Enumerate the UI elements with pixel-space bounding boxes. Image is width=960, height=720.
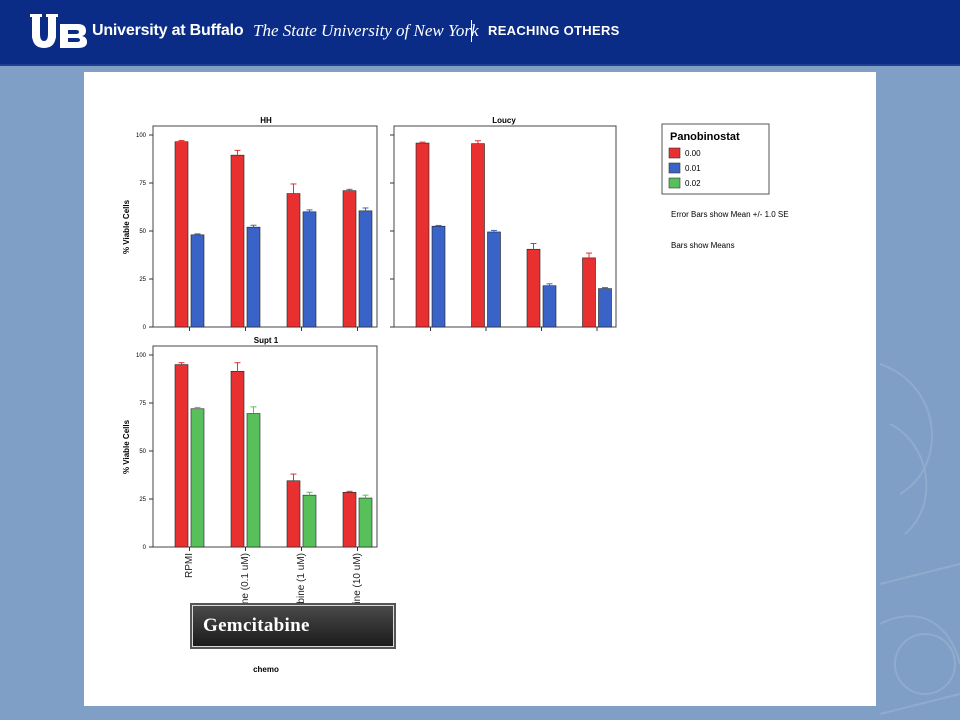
chart-hh: HH % Viable Cells 0 25 50 75 100 bbox=[122, 116, 378, 331]
category-label-gemcitabine-0-1-um: gemcitabine (0.1 uM) bbox=[240, 553, 251, 647]
ub-logo-icon bbox=[30, 14, 87, 48]
legend-label-0-01: 0.01 bbox=[685, 164, 701, 173]
chart-supt1-bars bbox=[174, 362, 373, 551]
bar-0-01 bbox=[190, 234, 205, 328]
category-label-rpmi: RPMI bbox=[184, 553, 195, 578]
gemcitabine-callout: Gemcitabine bbox=[192, 605, 394, 647]
bar-0-00 bbox=[230, 371, 245, 548]
ytick-label: 50 bbox=[139, 229, 146, 235]
legend-swatch-0-01 bbox=[668, 162, 681, 174]
chart-supt1-categories: RPMI gemcitabine (0.1 uM) gemcitabine (1 u… bbox=[184, 553, 363, 647]
university-subtitle: The State University of New York bbox=[253, 21, 479, 40]
background-seal-art bbox=[879, 363, 960, 715]
chart-hh-frame bbox=[152, 125, 378, 328]
ytick-label: 75 bbox=[139, 401, 146, 407]
bar-0-00 bbox=[174, 141, 189, 328]
legend-title: Panobinostat bbox=[670, 131, 740, 143]
bar-0-02 bbox=[302, 494, 317, 548]
ytick-label: 25 bbox=[139, 497, 146, 503]
bar-0-02 bbox=[246, 413, 261, 548]
chart-supt1: Supt 1 % Viable Cells 0 25 50 75 100 RPMI gem… bbox=[122, 336, 378, 674]
bar-0-00 bbox=[415, 142, 430, 328]
bar-0-01 bbox=[302, 211, 317, 328]
bar-0-00 bbox=[342, 491, 357, 548]
ytick-label: 25 bbox=[139, 277, 146, 283]
chart-loucy-bars bbox=[415, 140, 612, 331]
bar-0-00 bbox=[174, 364, 189, 548]
gemcitabine-label: Gemcitabine bbox=[203, 615, 310, 636]
bar-0-00 bbox=[342, 190, 357, 328]
ytick-label: 0 bbox=[143, 545, 147, 551]
chart-supt1-yaxis: 0 25 50 75 100 bbox=[136, 353, 153, 551]
bar-0-00 bbox=[471, 143, 485, 328]
chart-hh-bars bbox=[174, 140, 373, 331]
bar-0-00 bbox=[230, 154, 245, 328]
chart-supt1-frame bbox=[152, 345, 378, 548]
ytick-label: 0 bbox=[143, 325, 147, 331]
chart-loucy-title: Loucy bbox=[492, 116, 516, 125]
bar-0-01 bbox=[487, 231, 501, 328]
university-name: University at Buffalo bbox=[92, 22, 244, 39]
chart-hh-ylabel: % Viable Cells bbox=[122, 199, 131, 254]
ytick-label: 50 bbox=[139, 449, 146, 455]
chart-supt1-xlabel: chemo bbox=[253, 665, 279, 674]
legend-swatch-0-00 bbox=[668, 147, 681, 159]
bar-0-02 bbox=[190, 408, 205, 548]
legend-swatch-0-02 bbox=[668, 177, 681, 189]
banner-divider bbox=[471, 20, 472, 42]
chart-loucy-yaxis bbox=[390, 134, 394, 328]
bar-0-01 bbox=[598, 288, 612, 328]
bar-0-01 bbox=[542, 285, 557, 328]
chart-supt1-ylabel: % Viable Cells bbox=[122, 419, 131, 474]
legend-label-0-00: 0.00 bbox=[685, 149, 701, 158]
bar-0-01 bbox=[246, 226, 261, 328]
ytick-label: 100 bbox=[136, 353, 147, 359]
ytick-label: 75 bbox=[139, 181, 146, 187]
bar-0-01 bbox=[431, 225, 446, 328]
bar-0-00 bbox=[286, 193, 301, 328]
chart-hh-yaxis: 0 25 50 75 100 bbox=[136, 133, 153, 331]
ytick-label: 100 bbox=[136, 133, 147, 139]
bar-0-01 bbox=[358, 210, 373, 328]
chart-hh-title: HH bbox=[260, 116, 272, 125]
tagline: REACHING OTHERS bbox=[488, 23, 620, 38]
university-banner: University at Buffalo The State Universi… bbox=[0, 0, 960, 66]
bar-0-00 bbox=[286, 480, 301, 548]
bar-0-02 bbox=[358, 497, 373, 548]
category-label-gemcitabine-10-um: gemcitabine (10 uM) bbox=[352, 553, 363, 644]
bar-0-00 bbox=[526, 248, 541, 328]
viability-charts: HH % Viable Cells 0 25 50 75 100 Loucy Supt … bbox=[122, 116, 789, 674]
chart-loucy-frame bbox=[393, 125, 617, 328]
bar-0-00 bbox=[582, 257, 596, 328]
chart-supt1-title: Supt 1 bbox=[254, 336, 279, 345]
legend-label-0-02: 0.02 bbox=[685, 179, 701, 188]
slide-content-panel: HH % Viable Cells 0 25 50 75 100 Loucy Supt … bbox=[84, 72, 876, 706]
chart-loucy: Loucy bbox=[390, 116, 617, 331]
category-label-gemcitabine-1-um: gemcitabine (1 uM) bbox=[296, 553, 307, 639]
legend: Panobinostat 0.00 0.01 0.02 bbox=[661, 123, 770, 195]
note-bars-means: Bars show Means bbox=[671, 241, 735, 250]
note-error-bars: Error Bars show Mean +/- 1.0 SE bbox=[671, 210, 789, 219]
